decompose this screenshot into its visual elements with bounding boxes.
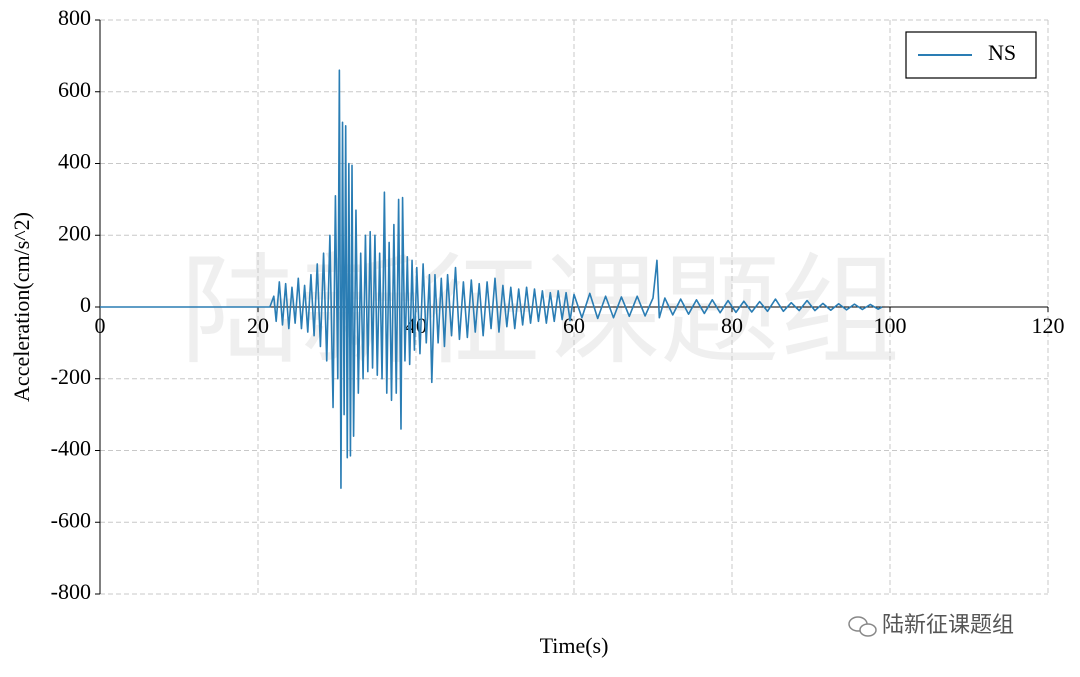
y-axis-label: Acceleration(cm/s^2)	[9, 212, 34, 402]
x-tick-label: 100	[874, 313, 907, 338]
source-label: 陆新征课题组	[882, 613, 1014, 638]
x-tick-label: 20	[247, 313, 269, 338]
legend-label: NS	[988, 40, 1016, 65]
x-tick-label: 60	[563, 313, 585, 338]
y-tick-label: -800	[51, 579, 91, 604]
y-tick-label: -200	[51, 364, 91, 389]
y-tick-label: -400	[51, 436, 91, 461]
y-tick-label: -600	[51, 507, 91, 532]
wechat-icon	[859, 623, 877, 637]
y-tick-label: 0	[80, 292, 91, 317]
y-tick-label: 200	[58, 220, 91, 245]
x-tick-label: 120	[1032, 313, 1065, 338]
y-tick-label: 400	[58, 149, 91, 174]
source-mark: 陆新征课题组	[848, 613, 1014, 638]
x-axis-label: Time(s)	[540, 633, 609, 658]
series-line	[100, 69, 883, 489]
y-tick-label: 600	[58, 77, 91, 102]
y-tick-label: 800	[58, 5, 91, 30]
x-tick-label: 80	[721, 313, 743, 338]
